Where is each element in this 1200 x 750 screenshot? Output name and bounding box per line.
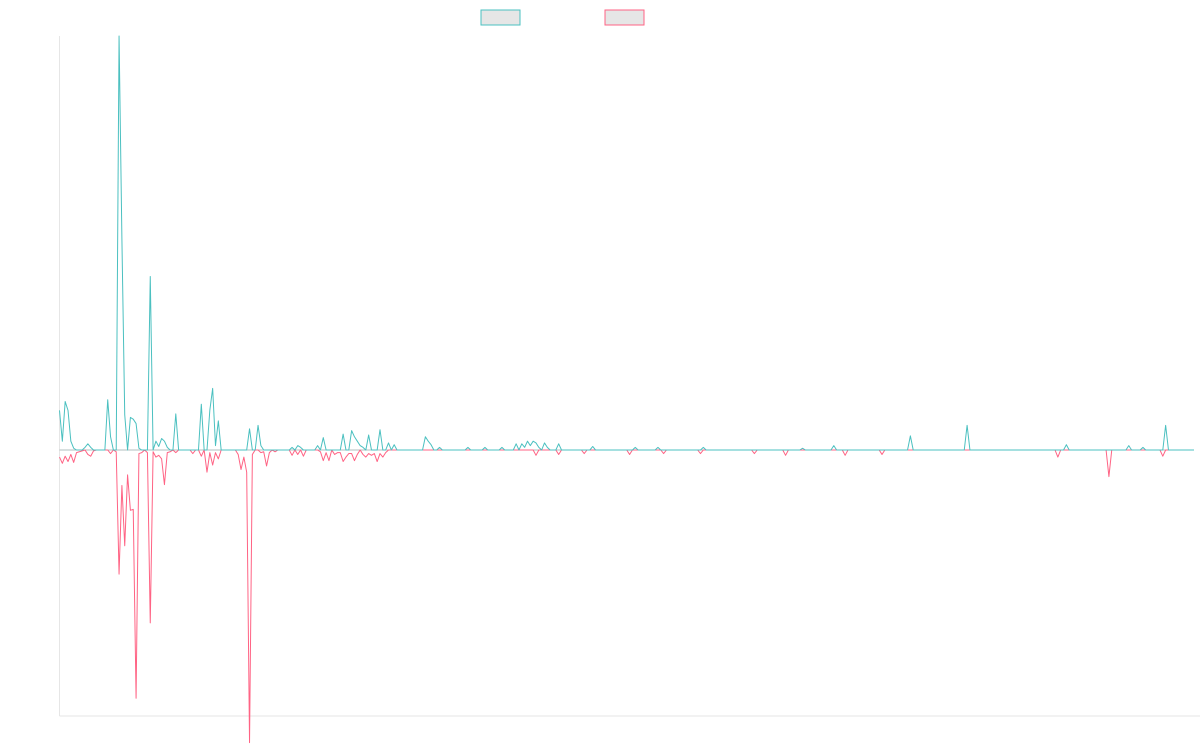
legend-swatch-series-2[interactable] (604, 9, 645, 26)
series-line-down (59, 449, 1194, 744)
legend-swatch-series-1[interactable] (480, 9, 521, 26)
series-line-up (59, 35, 1194, 451)
